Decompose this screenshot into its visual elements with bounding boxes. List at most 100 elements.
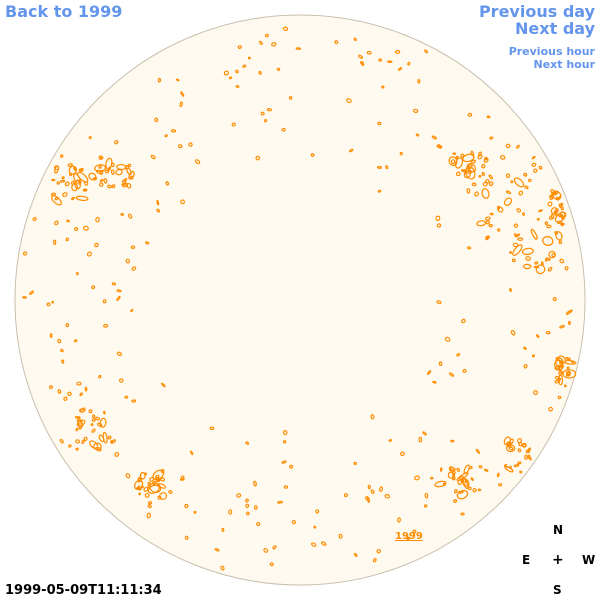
contour <box>541 261 544 266</box>
contour <box>524 185 529 189</box>
contour <box>436 144 443 149</box>
contour <box>84 181 89 186</box>
contour <box>78 426 82 430</box>
contour <box>508 446 514 451</box>
contour <box>156 199 160 206</box>
contour <box>510 180 514 184</box>
contour <box>453 499 458 503</box>
contour <box>387 60 393 64</box>
contour <box>470 159 476 164</box>
contour <box>438 361 443 366</box>
contour <box>245 503 250 508</box>
contour <box>512 242 519 248</box>
contour <box>509 287 512 292</box>
contour <box>366 50 372 55</box>
year-link[interactable]: 1999 <box>395 531 423 542</box>
next-day-link[interactable]: Next day <box>515 19 595 38</box>
contour <box>454 157 464 169</box>
contour <box>256 521 261 527</box>
contour <box>476 220 487 227</box>
contour <box>385 165 389 170</box>
contour <box>282 430 288 436</box>
contour <box>71 196 76 201</box>
previous-day-link[interactable]: Previous day <box>478 2 595 21</box>
contour <box>448 466 452 471</box>
contour <box>512 244 523 256</box>
contour <box>92 414 96 419</box>
contour <box>554 231 559 235</box>
compass-center: + <box>552 552 564 568</box>
contour <box>61 359 65 364</box>
contour <box>436 300 442 305</box>
contour <box>228 76 233 80</box>
next-hour-link[interactable]: Next hour <box>533 58 596 71</box>
contour <box>127 213 133 219</box>
contour <box>503 463 508 468</box>
contour <box>131 399 137 403</box>
contour <box>550 189 555 194</box>
contour <box>516 144 520 149</box>
contour <box>378 486 384 492</box>
contour <box>147 504 152 509</box>
contour <box>247 56 251 60</box>
contour <box>365 496 369 501</box>
contour <box>370 489 375 494</box>
contour <box>65 237 69 242</box>
contour <box>568 320 571 326</box>
contour <box>562 369 577 379</box>
contour <box>180 475 185 481</box>
contour <box>378 58 383 62</box>
contour <box>517 237 524 241</box>
contour <box>126 182 132 189</box>
contour <box>76 271 79 276</box>
contour <box>461 318 466 324</box>
contour <box>150 154 156 160</box>
contour <box>74 179 82 190</box>
contour <box>107 166 112 171</box>
contour <box>556 220 563 225</box>
contour <box>63 396 68 401</box>
contour <box>489 136 494 140</box>
contour <box>110 169 115 175</box>
contour <box>64 181 70 187</box>
contour <box>513 464 520 468</box>
back-to-year-link[interactable]: Back to 1999 <box>5 2 123 21</box>
contour <box>189 450 194 456</box>
contour <box>129 175 134 180</box>
magnetic-contours <box>22 26 577 571</box>
contour <box>156 208 161 213</box>
contour <box>559 324 565 329</box>
contour <box>56 181 61 185</box>
contour <box>564 266 569 271</box>
contour <box>551 191 557 196</box>
contour <box>417 79 421 84</box>
previous-hour-link[interactable]: Previous hour <box>508 45 595 58</box>
contour <box>74 226 79 232</box>
contour <box>22 296 27 299</box>
contour <box>127 163 132 168</box>
contour <box>194 159 201 165</box>
contour <box>460 153 465 158</box>
contour <box>568 309 573 314</box>
contour <box>144 493 150 498</box>
contour <box>73 166 77 171</box>
contour <box>164 134 168 138</box>
contour <box>315 509 320 514</box>
contour <box>376 165 383 169</box>
contour <box>554 366 560 371</box>
contour <box>91 418 96 422</box>
contour <box>321 541 327 546</box>
contour <box>160 468 165 474</box>
contour <box>310 153 315 157</box>
contour <box>53 239 57 245</box>
contour <box>489 212 494 216</box>
contour <box>434 480 447 488</box>
contour <box>179 101 184 107</box>
contour <box>466 188 471 194</box>
contour <box>90 423 94 427</box>
contour <box>560 223 564 227</box>
contour <box>91 285 96 290</box>
contour <box>116 289 122 293</box>
contour <box>531 354 536 358</box>
contour <box>184 503 189 509</box>
